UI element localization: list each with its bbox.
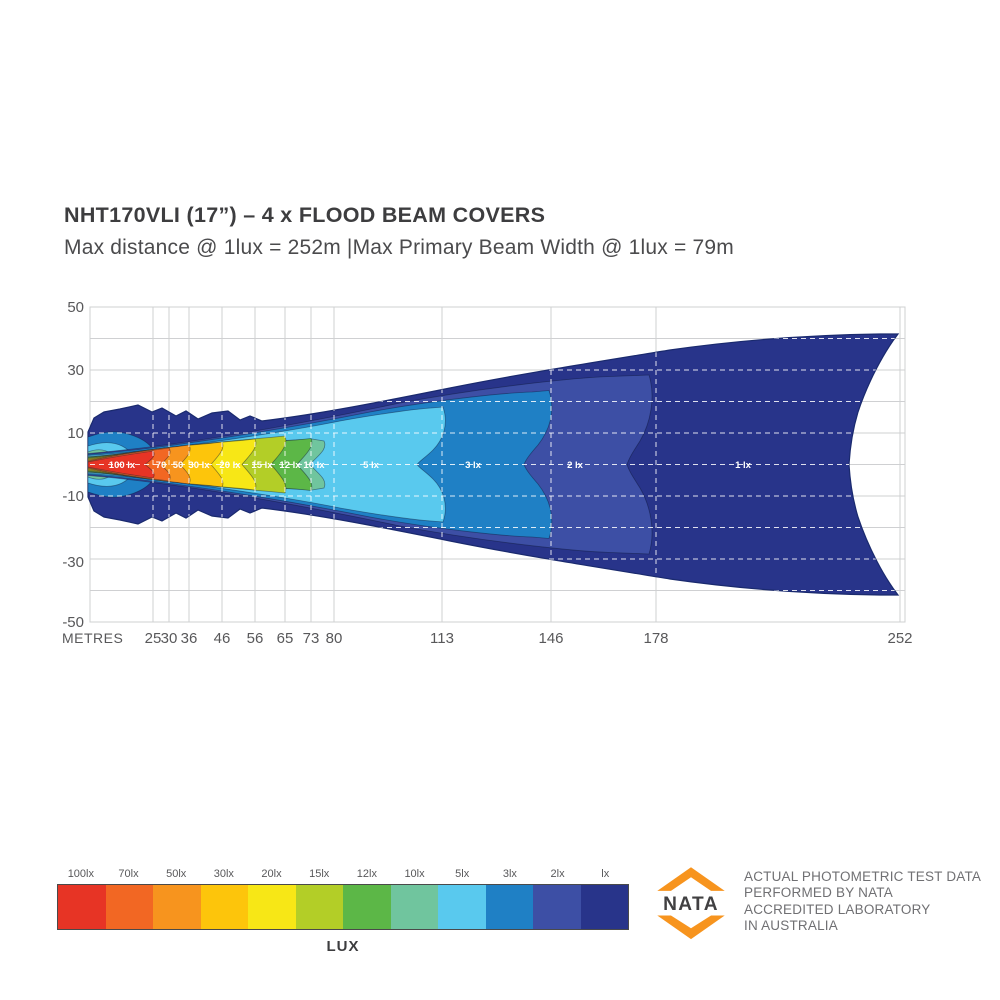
legend-swatch bbox=[153, 885, 201, 929]
legend-swatch bbox=[58, 885, 106, 929]
nata-text-line: PERFORMED BY NATA bbox=[744, 885, 893, 901]
legend-swatch bbox=[580, 885, 628, 929]
legend-title: LUX bbox=[326, 938, 360, 955]
y-tick: 10 bbox=[67, 425, 84, 442]
legend-label: 20lx bbox=[261, 868, 282, 880]
nata-text: ACTUAL PHOTOMETRIC TEST DATA PERFORMED B… bbox=[744, 857, 981, 943]
legend-swatch bbox=[248, 885, 296, 929]
y-tick: 30 bbox=[67, 362, 84, 379]
nata-text-line: IN AUSTRALIA bbox=[744, 918, 838, 934]
x-tick: 178 bbox=[643, 630, 668, 647]
nata-block: NATA ACTUAL PHOTOMETRIC TEST DATA PERFOR… bbox=[650, 857, 981, 943]
x-tick: 36 bbox=[181, 630, 198, 647]
nata-text-line: ACTUAL PHOTOMETRIC TEST DATA bbox=[744, 869, 982, 884]
y-tick: -30 bbox=[62, 554, 84, 571]
legend-swatch bbox=[533, 885, 581, 929]
legend-swatch bbox=[485, 885, 533, 929]
x-tick: 25 bbox=[145, 630, 162, 647]
nata-logo: NATA bbox=[657, 867, 725, 940]
legend-label: 2lx bbox=[550, 868, 565, 880]
x-tick: 65 bbox=[277, 630, 294, 647]
legend-label: 70lx bbox=[118, 868, 139, 880]
y-tick: 50 bbox=[67, 299, 84, 316]
nata-chevron-down-icon bbox=[657, 915, 725, 940]
beam-label-50lx: 50 bbox=[173, 460, 184, 471]
x-tick: 80 bbox=[326, 630, 343, 647]
legend-swatch bbox=[105, 885, 153, 929]
beam-label-12lx: 12 lx bbox=[279, 460, 301, 471]
x-tick: 252 bbox=[887, 630, 912, 647]
x-tick: 73 bbox=[303, 630, 320, 647]
nata-chevron-up-icon bbox=[657, 867, 725, 891]
x-tick: 30 bbox=[161, 630, 178, 647]
legend-swatch bbox=[438, 885, 486, 929]
legend-label: 5lx bbox=[455, 868, 470, 880]
legend-label: 3lx bbox=[502, 868, 517, 880]
legend-label: 12lx bbox=[356, 868, 377, 880]
y-tick: -10 bbox=[62, 488, 84, 505]
x-axis-labels: METRES 25 30 36 46 56 65 73 80 113 146 1… bbox=[62, 630, 913, 647]
legend-label: lx bbox=[601, 868, 610, 880]
beam-contour-labels: 100 lx 70 50 30 lx 20 lx 15 lx 12 lx 10 … bbox=[109, 460, 752, 471]
nata-text-line: ACCREDITED LABORATORY bbox=[744, 901, 931, 917]
beam-label-2lx: 2 lx bbox=[567, 460, 584, 471]
legend-swatch bbox=[390, 885, 438, 929]
beam-label-5lx: 5 lx bbox=[363, 460, 380, 471]
legend-color-bar bbox=[57, 884, 629, 930]
y-tick: -50 bbox=[62, 614, 84, 631]
x-tick: 146 bbox=[538, 630, 563, 647]
beam-label-1lx: 1 lx bbox=[735, 460, 752, 471]
legend-label: 10lx bbox=[404, 868, 425, 880]
nata-logo-text: NATA bbox=[663, 894, 719, 915]
legend-label: 30lx bbox=[213, 868, 234, 880]
beam-label-30lx: 30 lx bbox=[188, 460, 210, 471]
legend-swatch bbox=[200, 885, 248, 929]
x-axis-unit: METRES bbox=[62, 630, 123, 646]
legend-swatch bbox=[295, 885, 343, 929]
x-tick: 113 bbox=[430, 630, 454, 647]
x-tick: 56 bbox=[247, 630, 264, 647]
beam-label-100lx: 100 lx bbox=[109, 460, 136, 471]
legend-swatch bbox=[343, 885, 391, 929]
beam-label-20lx: 20 lx bbox=[219, 460, 241, 471]
beam-label-3lx: 3 lx bbox=[465, 460, 482, 471]
x-tick: 46 bbox=[214, 630, 231, 647]
legend-label: 100lx bbox=[67, 868, 94, 880]
y-axis-labels: 50 30 10 -10 -30 -50 bbox=[62, 299, 84, 631]
beam-label-15lx: 15 lx bbox=[251, 460, 273, 471]
legend-label: 15lx bbox=[309, 868, 330, 880]
beam-label-10lx: 10 lx bbox=[303, 460, 325, 471]
legend-labels: 100lx 70lx 50lx 30lx 20lx 15lx 12lx 10lx… bbox=[57, 868, 629, 884]
legend-label: 50lx bbox=[166, 868, 187, 880]
lux-legend: 100lx 70lx 50lx 30lx 20lx 15lx 12lx 10lx… bbox=[57, 868, 629, 955]
page-subtitle: Max distance @ 1lux = 252m |Max Primary … bbox=[64, 236, 734, 259]
page-title: NHT170VLI (17”) – 4 x FLOOD BEAM COVERS bbox=[64, 203, 546, 227]
beam-label-70lx: 70 bbox=[156, 460, 167, 471]
